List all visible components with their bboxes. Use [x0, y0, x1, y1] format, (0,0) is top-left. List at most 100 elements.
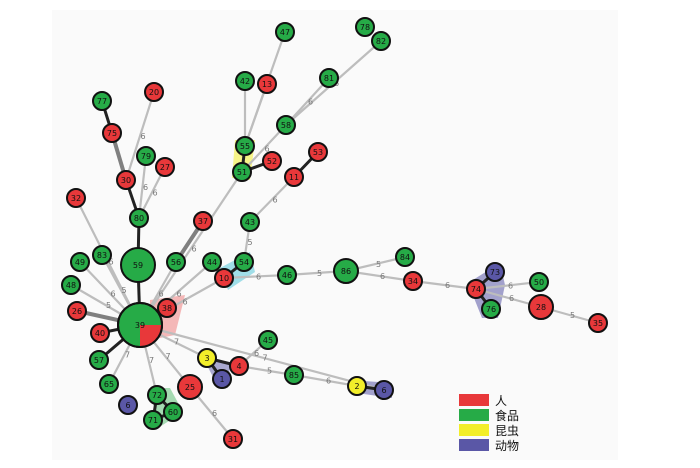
- node-71-label: 71: [148, 416, 158, 425]
- node-65-label: 65: [104, 380, 114, 389]
- node-28[interactable]: 28: [528, 294, 554, 320]
- node-86-disc: [333, 258, 359, 284]
- node-35[interactable]: 35: [588, 313, 608, 333]
- node-34-label: 34: [408, 277, 418, 286]
- node-71-disc: [143, 410, 163, 430]
- node-51[interactable]: 51: [232, 162, 252, 182]
- node-40[interactable]: 40: [90, 323, 110, 343]
- node-25[interactable]: 25: [177, 374, 203, 400]
- node-59[interactable]: 59: [120, 247, 156, 283]
- node-2[interactable]: 2: [347, 376, 367, 396]
- node-76-disc: [481, 299, 501, 319]
- legend-swatch-human: [459, 394, 489, 406]
- node-52-label: 52: [267, 157, 277, 166]
- node-54[interactable]: 54: [234, 252, 254, 272]
- node-40-label: 40: [95, 329, 105, 338]
- node-47[interactable]: 47: [275, 22, 295, 42]
- node-10[interactable]: 10: [214, 268, 234, 288]
- node-35-disc: [588, 313, 608, 333]
- edge-weight-32-39: 6: [108, 258, 113, 267]
- node-26[interactable]: 26: [67, 301, 87, 321]
- node-45[interactable]: 45: [258, 330, 278, 350]
- node-50[interactable]: 50: [529, 272, 549, 292]
- node-57[interactable]: 57: [89, 350, 109, 370]
- node-46[interactable]: 46: [277, 265, 297, 285]
- edge-weight-27-80: 6: [152, 189, 157, 198]
- node-55[interactable]: 55: [235, 136, 255, 156]
- node-72[interactable]: 72: [147, 385, 167, 405]
- node-47-label: 47: [280, 28, 290, 37]
- edge-11-43: [248, 175, 296, 224]
- node-71[interactable]: 71: [143, 410, 163, 430]
- node-65-disc: [99, 374, 119, 394]
- node-37[interactable]: 37: [193, 211, 213, 231]
- node-27-label: 27: [160, 163, 170, 172]
- node-44[interactable]: 44: [202, 252, 222, 272]
- node-51-label: 51: [237, 168, 247, 177]
- node-4[interactable]: 4: [229, 356, 249, 376]
- node-42[interactable]: 42: [235, 71, 255, 91]
- edge-weight-44-39: 6: [176, 290, 181, 299]
- node-82[interactable]: 82: [371, 31, 391, 51]
- node-65[interactable]: 65: [99, 374, 119, 394]
- node-85[interactable]: 85: [284, 365, 304, 385]
- node-35-label: 35: [593, 319, 603, 328]
- node-2-label: 2: [354, 382, 359, 391]
- node-84[interactable]: 84: [395, 247, 415, 267]
- node-52[interactable]: 52: [262, 151, 282, 171]
- node-75[interactable]: 75: [102, 123, 122, 143]
- node-39[interactable]: 39: [117, 302, 163, 348]
- node-26-label: 26: [72, 307, 82, 316]
- node-34[interactable]: 34: [403, 271, 423, 291]
- node-27[interactable]: 27: [155, 157, 175, 177]
- node-80[interactable]: 80: [129, 208, 149, 228]
- node-6[interactable]: 6: [374, 380, 394, 400]
- node-58[interactable]: 58: [276, 115, 296, 135]
- node-73[interactable]: 73: [485, 262, 505, 282]
- node-55-label: 55: [240, 142, 250, 151]
- node-49-label: 49: [75, 258, 85, 267]
- node-78[interactable]: 78: [355, 17, 375, 37]
- node-74[interactable]: 74: [466, 279, 486, 299]
- node-34-disc: [403, 271, 423, 291]
- node-79-label: 79: [141, 152, 151, 161]
- node-1[interactable]: 1: [212, 369, 232, 389]
- node-30[interactable]: 30: [116, 170, 136, 190]
- node-4-label: 4: [236, 362, 241, 371]
- node-53[interactable]: 53: [308, 142, 328, 162]
- node-72-label: 72: [152, 391, 162, 400]
- node-60[interactable]: 60: [163, 402, 183, 422]
- edge-58-51: [240, 123, 288, 174]
- edge-weight-85-2: 6: [326, 377, 331, 386]
- node-43[interactable]: 43: [240, 212, 260, 232]
- node-31[interactable]: 31: [223, 429, 243, 449]
- node-77[interactable]: 77: [92, 91, 112, 111]
- node-31-disc: [223, 429, 243, 449]
- node-38[interactable]: 38: [157, 298, 177, 318]
- node-85-label: 85: [289, 371, 299, 380]
- edge-85-2: [292, 373, 359, 388]
- node-47-disc: [275, 22, 295, 42]
- node-13[interactable]: 13: [257, 74, 277, 94]
- node-48[interactable]: 48: [61, 275, 81, 295]
- node-50-label: 50: [534, 278, 544, 287]
- node-83[interactable]: 83: [92, 245, 112, 265]
- node-20[interactable]: 20: [144, 82, 164, 102]
- node-48-label: 48: [66, 281, 76, 290]
- node-32[interactable]: 32: [66, 188, 86, 208]
- node-6-left-disc: [118, 395, 138, 415]
- node-79[interactable]: 79: [136, 146, 156, 166]
- edge-weight-4-45: 6: [254, 349, 259, 358]
- edge-weight-10-46: 6: [256, 273, 261, 282]
- node-56[interactable]: 56: [166, 252, 186, 272]
- node-57-disc: [89, 350, 109, 370]
- node-81[interactable]: 81: [319, 68, 339, 88]
- node-6-left[interactable]: 6: [118, 395, 138, 415]
- node-86[interactable]: 86: [333, 258, 359, 284]
- node-76[interactable]: 76: [481, 299, 501, 319]
- node-3[interactable]: 3: [197, 348, 217, 368]
- node-11[interactable]: 11: [284, 167, 304, 187]
- node-79-disc: [136, 146, 156, 166]
- node-49[interactable]: 49: [70, 252, 90, 272]
- node-54-label: 54: [239, 258, 249, 267]
